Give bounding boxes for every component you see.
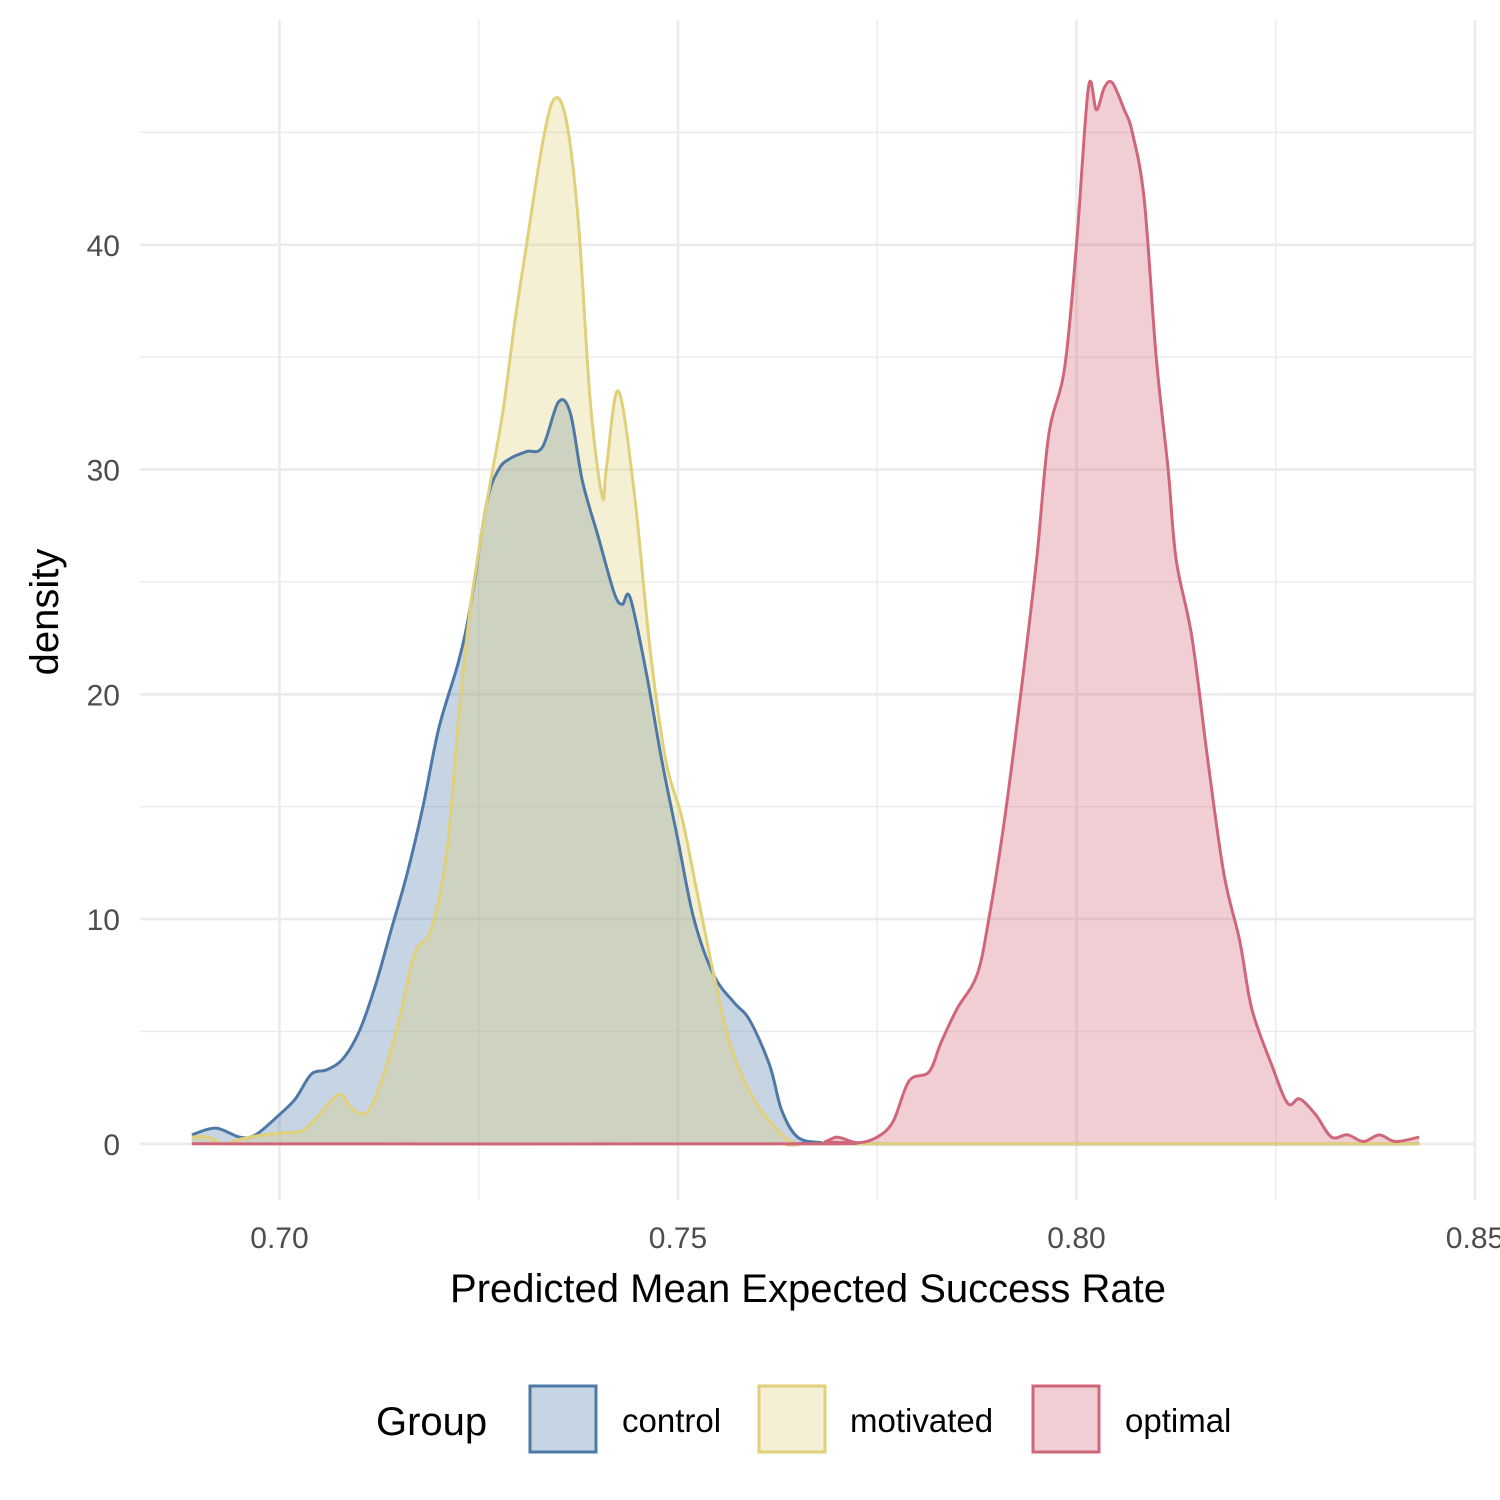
legend-key-optimal <box>1031 1384 1101 1454</box>
density-area-control <box>191 399 1420 1144</box>
legend: Group control motivated optimal <box>376 1384 1231 1454</box>
legend-key-motivated <box>757 1384 827 1454</box>
legend-label-optimal: optimal <box>1125 1402 1231 1439</box>
x-tick-label: 0.70 <box>250 1222 308 1255</box>
legend-item-motivated: motivated <box>757 1384 993 1454</box>
density-line-optimal <box>191 79 1420 1146</box>
y-axis-title: density <box>23 549 67 676</box>
density-area-motivated <box>191 97 1420 1146</box>
x-tick-label: 0.75 <box>649 1222 707 1255</box>
y-tick-label: 40 <box>87 230 120 263</box>
x-tick-label: 0.85 <box>1446 1222 1500 1255</box>
x-tick-label: 0.80 <box>1047 1222 1105 1255</box>
legend-label-control: control <box>622 1402 721 1439</box>
legend-label-motivated: motivated <box>850 1402 993 1439</box>
x-axis-title: Predicted Mean Expected Success Rate <box>450 1267 1166 1311</box>
grid <box>140 20 1477 1200</box>
density-line-motivated <box>191 96 1420 1147</box>
y-tick-label: 20 <box>87 679 120 712</box>
legend-title: Group <box>376 1400 487 1444</box>
density-series <box>191 79 1420 1147</box>
density-line-control <box>191 398 1420 1146</box>
y-tick-label: 30 <box>87 455 120 488</box>
legend-key-control <box>528 1384 598 1454</box>
axes: 0.70 0.75 0.80 0.85 0 10 20 30 40 <box>87 230 1500 1255</box>
legend-item-optimal: optimal <box>1031 1384 1231 1454</box>
y-tick-label: 10 <box>87 904 120 937</box>
y-tick-label: 0 <box>103 1129 120 1162</box>
density-area-optimal <box>191 81 1420 1144</box>
legend-item-control: control <box>528 1384 721 1454</box>
